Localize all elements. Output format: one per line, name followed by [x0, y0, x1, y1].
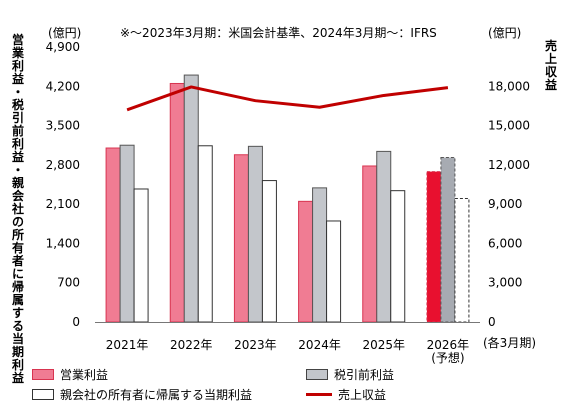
- bar-pretax-profit: [376, 150, 392, 323]
- left-axis-title-char: 会: [11, 189, 24, 203]
- left-axis-title-char: ・: [11, 163, 24, 177]
- legend-label-operating-profit: 営業利益: [60, 368, 109, 382]
- bar-net-profit: [454, 198, 470, 323]
- bar-operating-profit: [169, 82, 185, 323]
- bar-net-profit: [261, 180, 277, 323]
- left-axis-title-char: 前: [11, 124, 24, 138]
- left-axis-title-char: 有: [11, 241, 24, 255]
- category-label: 2023年: [234, 338, 277, 352]
- left-axis-title-char: 益: [11, 371, 24, 385]
- left-tick-label: 3,500: [46, 119, 80, 133]
- legend-swatch-net-profit: [32, 389, 54, 400]
- right-tick-label: 0: [488, 315, 496, 329]
- bar-operating-profit: [105, 147, 121, 323]
- left-axis-title-char: す: [11, 306, 24, 320]
- bar-pretax-profit: [183, 74, 199, 323]
- bar-pretax-profit: [119, 144, 135, 323]
- left-axis-title-char: 利: [11, 358, 24, 372]
- left-axis-title-char: 帰: [11, 280, 24, 294]
- category-label: 2021年: [106, 338, 149, 352]
- category-label: 2022年: [170, 338, 213, 352]
- category-label: 2024年: [298, 338, 341, 352]
- bar-net-profit: [390, 190, 406, 323]
- legend-label-revenue: 売上収益: [338, 388, 387, 402]
- left-axis-title: 営業利益・税引前利益・親会社の所有者に帰属する当期利益: [10, 34, 26, 385]
- right-axis-title: 売上収益: [543, 40, 559, 92]
- bar-operating-profit: [362, 165, 378, 323]
- legend-item-pretax-profit: 税引前利益: [306, 366, 394, 383]
- left-axis-title-char: 社: [11, 202, 24, 216]
- right-tick-label: 3,000: [488, 276, 522, 290]
- bar-net-profit: [197, 145, 213, 323]
- right-axis-title-char: 上: [544, 52, 557, 66]
- left-tick-label: 2,800: [46, 158, 80, 172]
- x-unit-label: (各3月期): [483, 335, 536, 350]
- left-axis-title-char: ・: [11, 85, 24, 99]
- left-axis-title-char: 利: [11, 59, 24, 73]
- legend-label-pretax-profit: 税引前利益: [334, 368, 395, 382]
- category-sublabel: (予想): [431, 350, 464, 365]
- left-tick-label: 2,100: [46, 197, 80, 211]
- left-axis-title-char: 期: [11, 345, 24, 359]
- right-tick-label: 12,000: [488, 158, 530, 172]
- bar-pretax-profit: [247, 145, 263, 323]
- category-label: 2026年: [427, 338, 470, 352]
- legend-item-net-profit: 親会社の所有者に帰属する当期利益: [32, 386, 252, 403]
- revenue-line: [126, 85, 449, 112]
- left-axis-title-char: 属: [11, 293, 24, 307]
- left-axis-title-char: 利: [11, 137, 24, 151]
- bar-pretax-profit: [312, 187, 328, 323]
- left-tick-label: 4,900: [46, 40, 80, 54]
- bar-operating-profit: [298, 200, 314, 323]
- left-axis-title-char: に: [11, 267, 24, 281]
- right-tick-label: 9,000: [488, 197, 522, 211]
- bar-net-profit: [133, 188, 149, 323]
- left-axis-title-char: る: [11, 319, 24, 333]
- left-axis-title-char: の: [11, 215, 24, 229]
- legend-item-revenue: 売上収益: [306, 386, 386, 403]
- right-tick-label: 6,000: [488, 236, 522, 250]
- legend-label-net-profit: 親会社の所有者に帰属する当期利益: [60, 388, 253, 402]
- left-axis-title-char: 業: [11, 46, 24, 60]
- right-axis-title-char: 売: [544, 39, 557, 53]
- left-axis-title-char: 親: [11, 176, 24, 190]
- chart-note: ※～2023年3月期：米国会計基準、2024年3月期～：IFRS: [120, 25, 437, 40]
- left-tick-label: 0: [72, 315, 80, 329]
- legend-swatch-pretax-profit: [306, 369, 328, 380]
- bar-net-profit: [326, 220, 342, 323]
- bar-pretax-profit: [440, 157, 456, 323]
- left-axis-title-char: 税: [11, 98, 24, 112]
- left-tick-label: 1,400: [46, 236, 80, 250]
- left-tick-label: 4,200: [46, 79, 80, 93]
- right-unit-label: (億円): [488, 26, 521, 40]
- legend-item-operating-profit: 営業利益: [32, 366, 108, 383]
- left-axis-title-char: 営: [11, 33, 24, 47]
- right-axis-title-char: 益: [544, 78, 557, 92]
- left-unit-label: (億円): [48, 26, 81, 40]
- bar-operating-profit: [233, 154, 249, 323]
- left-axis-title-char: 益: [11, 150, 24, 164]
- right-tick-label: 15,000: [488, 119, 530, 133]
- category-label: 2025年: [362, 338, 405, 352]
- left-axis-title-char: 引: [11, 111, 24, 125]
- left-axis-title-char: 所: [11, 228, 24, 242]
- legend-swatch-revenue: [306, 393, 332, 396]
- right-tick-label: 18,000: [488, 79, 530, 93]
- left-axis-title-char: 益: [11, 72, 24, 86]
- left-axis-title-char: 者: [11, 254, 24, 268]
- left-tick-label: 700: [57, 276, 80, 290]
- bar-operating-profit: [426, 171, 442, 323]
- left-axis-title-char: 当: [11, 332, 24, 346]
- right-axis-title-char: 収: [544, 65, 557, 79]
- legend-swatch-operating-profit: [32, 369, 54, 380]
